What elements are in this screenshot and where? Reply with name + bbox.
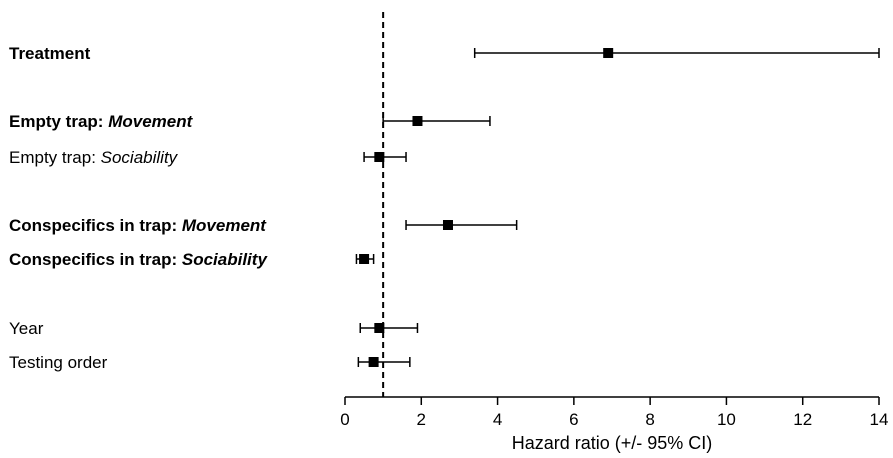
- forest-row: Conspecifics in trap: Sociability: [9, 250, 375, 269]
- estimate-marker: [368, 357, 379, 367]
- x-axis-title: Hazard ratio (+/- 95% CI): [512, 433, 713, 453]
- estimate-marker: [412, 116, 423, 126]
- estimate-marker: [442, 220, 453, 230]
- x-tick-label: 10: [717, 410, 736, 429]
- row-label-text: Empty trap:: [9, 148, 101, 167]
- x-tick-label: 6: [569, 410, 578, 429]
- row-label-italic: Sociability: [101, 148, 179, 167]
- estimate-marker: [374, 323, 385, 333]
- row-label: Conspecifics in trap: Sociability: [9, 250, 268, 269]
- row-label-text: Treatment: [9, 44, 91, 63]
- row-label-italic: Sociability: [182, 250, 269, 269]
- estimate-marker: [603, 48, 614, 58]
- estimate-marker: [359, 254, 370, 264]
- row-label-italic: Movement: [108, 112, 193, 131]
- row-label-text: Conspecifics in trap:: [9, 216, 182, 235]
- forest-row: Treatment: [9, 44, 880, 63]
- forest-row: Conspecifics in trap: Movement: [9, 216, 518, 235]
- row-label: Empty trap: Movement: [9, 112, 194, 131]
- row-label-text: Year: [9, 319, 44, 338]
- row-label: Treatment: [9, 44, 91, 63]
- row-label: Conspecifics in trap: Movement: [9, 216, 267, 235]
- row-label-text: Testing order: [9, 353, 108, 372]
- estimate-marker: [374, 152, 385, 162]
- row-label: Empty trap: Sociability: [9, 148, 179, 167]
- x-tick-label: 8: [645, 410, 654, 429]
- row-label-text: Conspecifics in trap:: [9, 250, 182, 269]
- x-tick-label: 14: [870, 410, 889, 429]
- forest-row: Year: [9, 319, 419, 338]
- x-tick-label: 4: [493, 410, 502, 429]
- x-tick-label: 2: [417, 410, 426, 429]
- row-label: Testing order: [9, 353, 108, 372]
- forest-row: Testing order: [9, 353, 411, 372]
- row-label: Year: [9, 319, 44, 338]
- x-tick-label: 12: [793, 410, 812, 429]
- row-label-text: Empty trap:: [9, 112, 108, 131]
- x-tick-label: 0: [340, 410, 349, 429]
- forest-row: Empty trap: Movement: [9, 112, 491, 131]
- forest-row: Empty trap: Sociability: [9, 148, 407, 167]
- row-label-italic: Movement: [182, 216, 267, 235]
